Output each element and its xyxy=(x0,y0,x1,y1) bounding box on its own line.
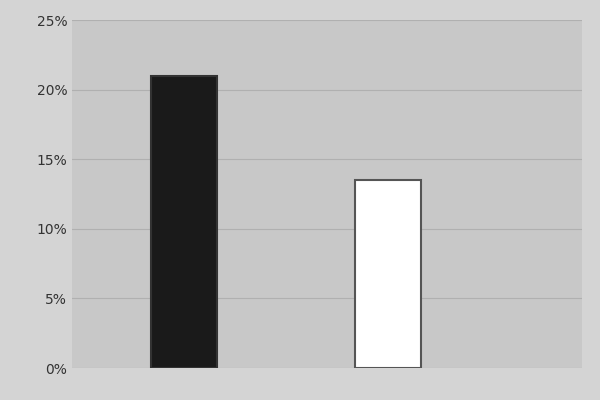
Bar xyxy=(151,76,217,368)
Bar xyxy=(355,180,421,368)
